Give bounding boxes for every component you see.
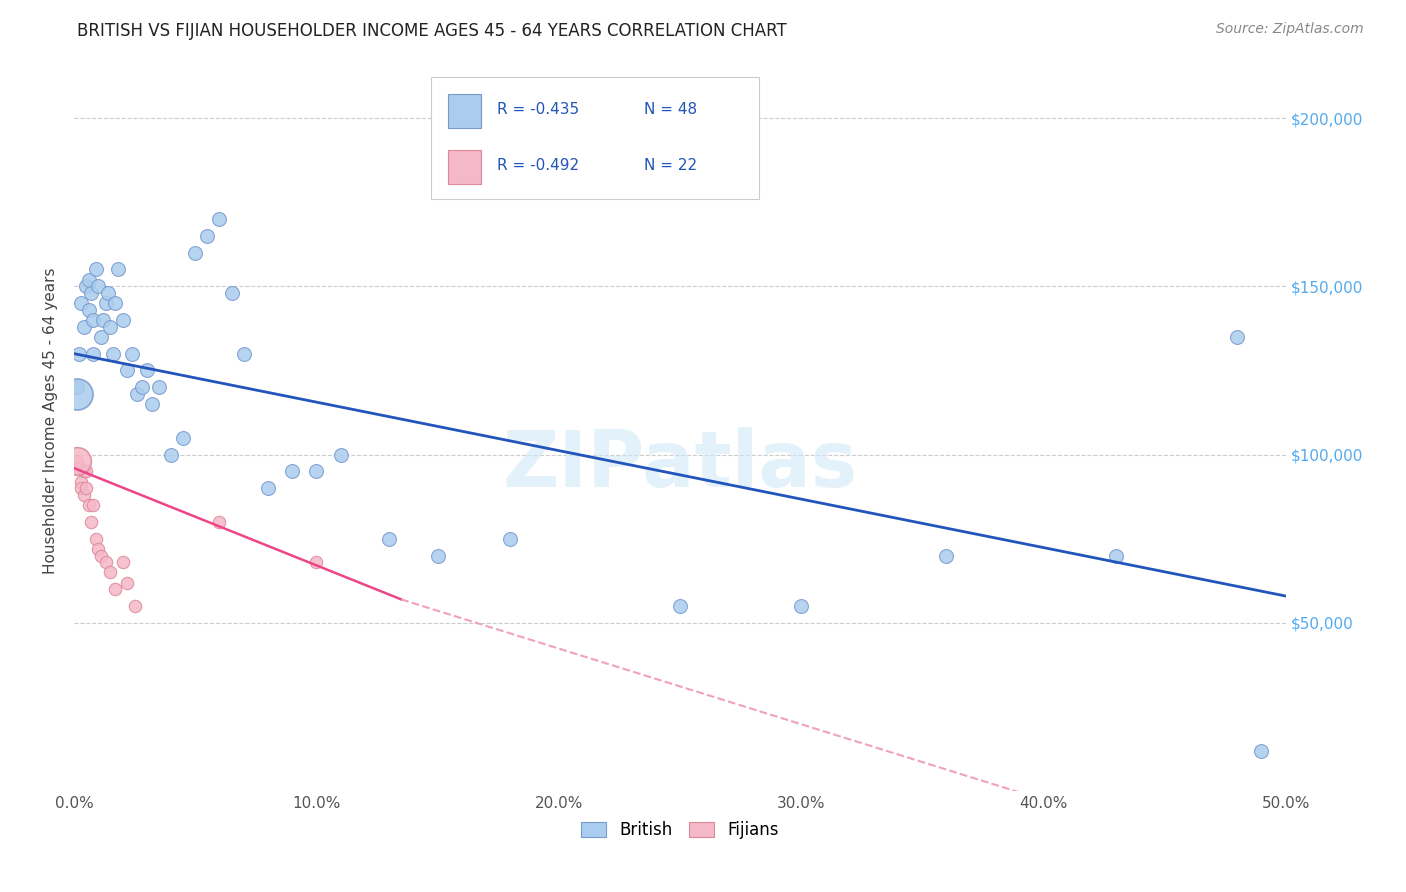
Point xyxy=(65,387,87,401)
Point xyxy=(1105,549,1128,563)
Point xyxy=(499,532,522,546)
Point xyxy=(426,549,449,563)
Point xyxy=(67,461,90,475)
Point xyxy=(184,245,207,260)
Point xyxy=(73,465,96,479)
Point xyxy=(195,228,218,243)
Point xyxy=(70,475,93,489)
Point xyxy=(281,465,304,479)
Point xyxy=(232,346,254,360)
Point xyxy=(305,555,328,569)
Point xyxy=(75,481,97,495)
Point xyxy=(90,549,112,563)
Point xyxy=(77,272,100,286)
Point xyxy=(1226,330,1249,344)
Point xyxy=(127,387,149,401)
Point xyxy=(87,541,110,556)
Point xyxy=(148,380,170,394)
Point xyxy=(208,212,231,227)
Point xyxy=(141,397,163,411)
Point xyxy=(84,532,107,546)
Point xyxy=(82,498,104,512)
Point xyxy=(790,599,813,614)
Point xyxy=(117,575,139,590)
Point xyxy=(329,448,352,462)
Point xyxy=(257,481,280,495)
Point xyxy=(935,549,957,563)
Point xyxy=(67,346,90,360)
Point xyxy=(124,599,146,614)
Point xyxy=(104,296,127,310)
Point xyxy=(378,532,401,546)
Point xyxy=(135,363,157,377)
Point xyxy=(70,481,93,495)
Point xyxy=(90,330,112,344)
Point xyxy=(94,296,117,310)
Point xyxy=(87,279,110,293)
Point xyxy=(221,286,243,301)
Point xyxy=(91,313,114,327)
Point xyxy=(73,319,96,334)
Point xyxy=(107,262,129,277)
Point xyxy=(70,296,93,310)
Point xyxy=(80,286,103,301)
Y-axis label: Householder Income Ages 45 - 64 years: Householder Income Ages 45 - 64 years xyxy=(44,268,58,574)
Point xyxy=(104,582,127,597)
Point xyxy=(131,380,153,394)
Point xyxy=(75,279,97,293)
Point xyxy=(1250,744,1272,758)
Point xyxy=(100,319,122,334)
Legend: British, Fijians: British, Fijians xyxy=(574,814,786,846)
Point xyxy=(84,262,107,277)
Point xyxy=(669,599,692,614)
Text: Source: ZipAtlas.com: Source: ZipAtlas.com xyxy=(1216,22,1364,37)
Point xyxy=(111,313,134,327)
Point xyxy=(101,346,124,360)
Point xyxy=(77,498,100,512)
Point xyxy=(77,302,100,317)
Point xyxy=(160,448,183,462)
Point xyxy=(305,465,328,479)
Point xyxy=(82,313,104,327)
Point xyxy=(94,555,117,569)
Point xyxy=(65,454,87,468)
Text: ZIPatlas: ZIPatlas xyxy=(502,427,858,503)
Point xyxy=(80,515,103,529)
Point xyxy=(65,380,87,394)
Point xyxy=(121,346,143,360)
Point xyxy=(82,346,104,360)
Point xyxy=(208,515,231,529)
Text: BRITISH VS FIJIAN HOUSEHOLDER INCOME AGES 45 - 64 YEARS CORRELATION CHART: BRITISH VS FIJIAN HOUSEHOLDER INCOME AGE… xyxy=(77,22,787,40)
Point xyxy=(73,488,96,502)
Point xyxy=(75,465,97,479)
Point xyxy=(172,431,194,445)
Point xyxy=(97,286,120,301)
Point xyxy=(111,555,134,569)
Point xyxy=(100,566,122,580)
Point xyxy=(117,363,139,377)
Point xyxy=(65,454,87,468)
